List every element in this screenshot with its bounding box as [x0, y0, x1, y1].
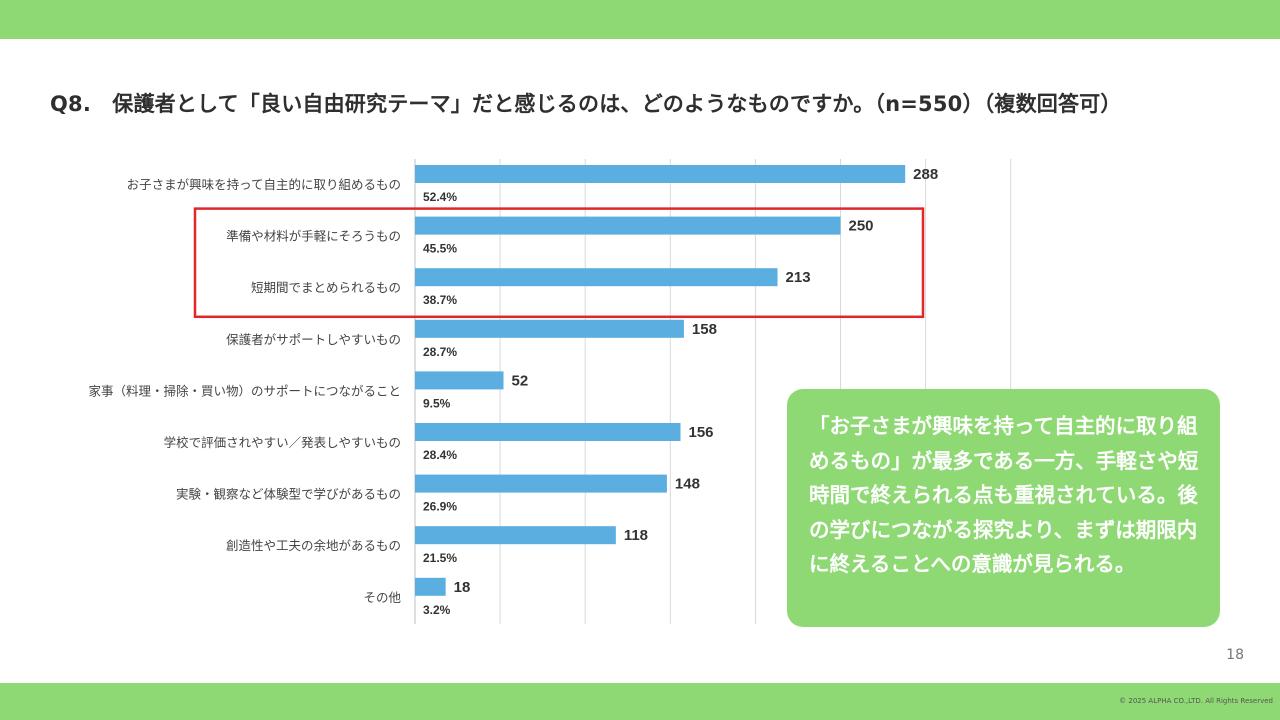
- bar-value-label: 158: [692, 321, 717, 338]
- bar-percent-label: 9.5%: [423, 396, 451, 410]
- category-label: 短期間でまとめられるもの: [251, 280, 401, 295]
- category-label: 準備や材料が手軽にそろうもの: [226, 229, 401, 244]
- bar-percent-label: 52.4%: [423, 190, 457, 204]
- page-title: Q8. 保護者として「良い自由研究テーマ」だと感じるのは、どのようなものですか。…: [50, 92, 1122, 116]
- category-label: 実験・観察など体験型で学びがあるもの: [176, 487, 401, 502]
- bar: [415, 319, 684, 338]
- bar: [415, 474, 667, 493]
- bar: [415, 165, 906, 183]
- category-label: 家事（料理・掃除・買い物）のサポートにつながること: [88, 383, 401, 398]
- bar-value-label: 148: [675, 476, 700, 493]
- bar-percent-label: 45.5%: [423, 242, 457, 256]
- bar: [415, 371, 504, 390]
- bar-value-label: 18: [454, 579, 471, 596]
- bar: [415, 268, 778, 287]
- category-label: 学校で評価されやすい／発表しやすいもの: [164, 435, 401, 450]
- category-label: 保護者がサポートしやすいもの: [226, 332, 401, 347]
- highlight-frame: [193, 207, 925, 319]
- bar-value-label: 213: [786, 269, 811, 286]
- bar: [415, 216, 841, 235]
- bar-value-label: 52: [512, 372, 529, 389]
- bar-value-label: 250: [849, 218, 874, 235]
- bar: [415, 526, 616, 545]
- bar-percent-label: 26.9%: [423, 500, 457, 514]
- summary-callout: 「お子さまが興味を持って自主的に取り組めるもの」が最多である一方、手軽さや短時間…: [787, 389, 1220, 627]
- category-label: お子さまが興味を持って自主的に取り組めるもの: [127, 177, 401, 192]
- copyright-notice: © 2025 ALPHA CO.,LTD. All Rights Reserve…: [1119, 697, 1273, 705]
- bar-value-label: 118: [624, 527, 648, 544]
- summary-text: 「お子さまが興味を持って自主的に取り組めるもの」が最多である一方、手軽さや短時間…: [809, 414, 1199, 576]
- bar-value-label: 156: [689, 424, 714, 441]
- category-label: 創造性や工夫の余地があるもの: [226, 538, 401, 553]
- bar-percent-label: 21.5%: [423, 551, 457, 565]
- category-label: その他: [363, 590, 401, 605]
- bar: [415, 577, 446, 596]
- bar-percent-label: 28.4%: [423, 448, 457, 462]
- bar-percent-label: 38.7%: [423, 293, 457, 307]
- top-accent-band: [0, 0, 1280, 39]
- bar-percent-label: 3.2%: [423, 603, 451, 617]
- bar-value-label: 288: [913, 166, 938, 183]
- bottom-accent-band: [0, 683, 1280, 720]
- bar: [415, 423, 681, 441]
- bar-percent-label: 28.7%: [423, 345, 457, 359]
- page-number: 18: [1226, 647, 1244, 663]
